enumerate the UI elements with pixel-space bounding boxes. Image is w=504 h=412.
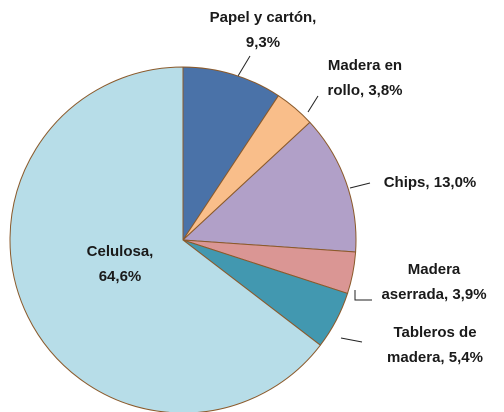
slice-label: Madera en [328, 57, 402, 74]
slice-label: Papel y cartón, [210, 9, 317, 26]
slice-label: 64,6% [99, 268, 142, 285]
pie-slice [9, 66, 322, 412]
slice-label: rollo, 3,8% [327, 82, 402, 99]
slice-label: Celulosa, [87, 243, 154, 260]
leader-line [349, 182, 371, 189]
slice-label: Madera [408, 261, 461, 278]
leader-line [237, 55, 251, 77]
slice-label: madera, 5,4% [387, 349, 483, 366]
slice-label: aserrada, 3,9% [381, 286, 486, 303]
slice-label: Chips, 13,0% [384, 174, 477, 191]
pie-slice [182, 66, 280, 242]
slice-label: Tableros de [393, 324, 476, 341]
slice-label: 9,3% [246, 34, 280, 51]
leader-line [340, 337, 363, 343]
pie-slice [181, 121, 357, 253]
leader-line [354, 290, 372, 301]
leader-line [307, 95, 319, 113]
